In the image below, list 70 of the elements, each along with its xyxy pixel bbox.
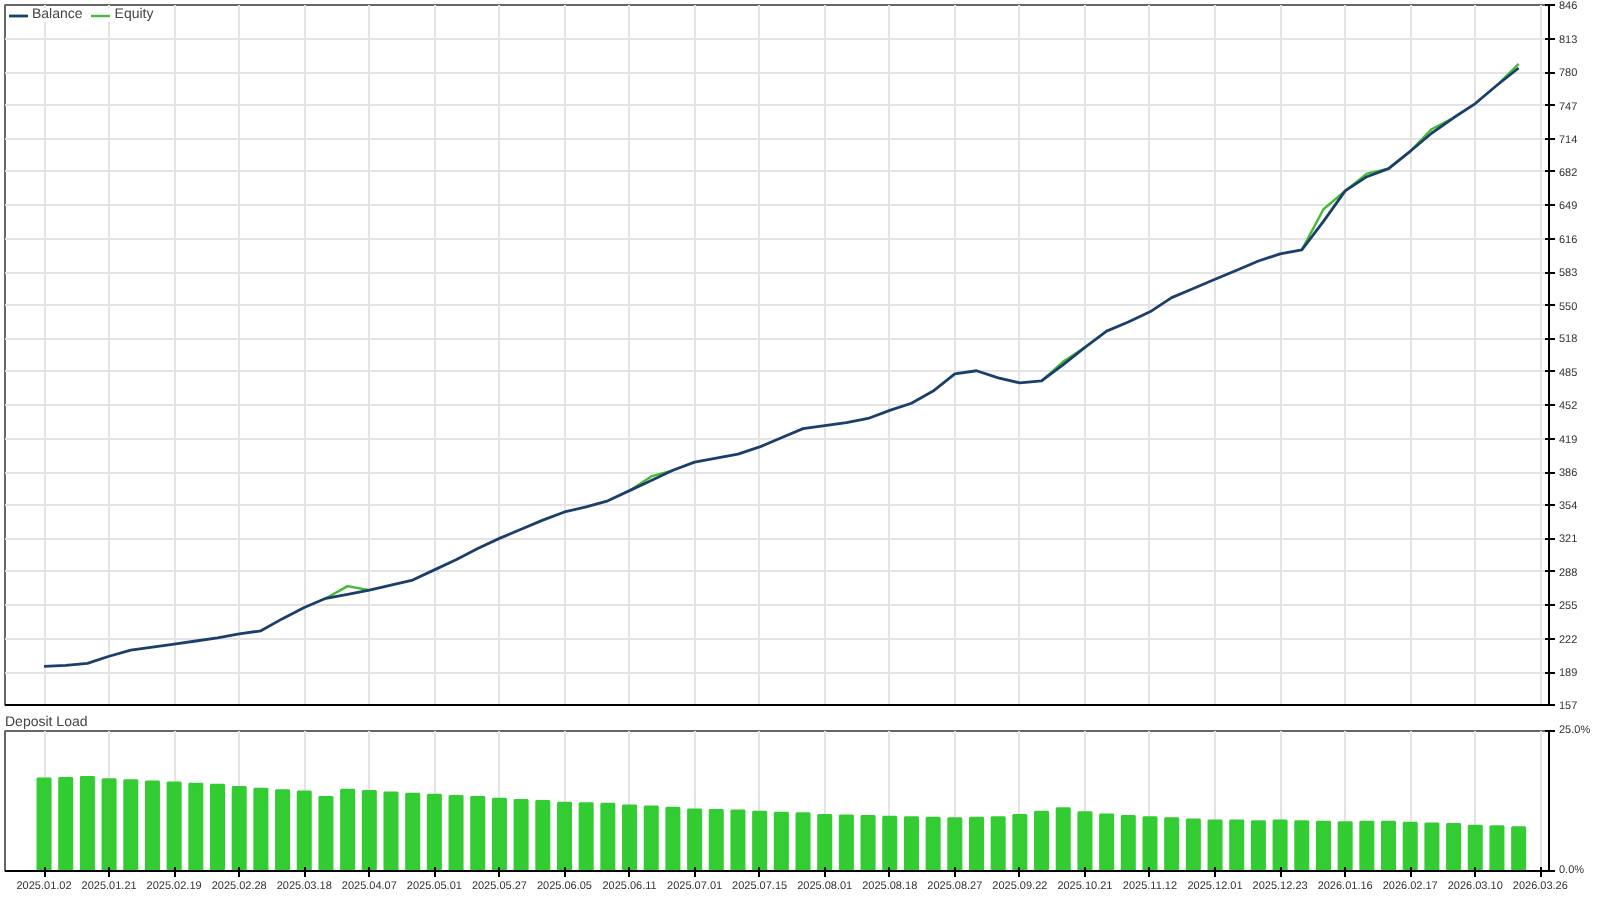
bar [361, 789, 377, 871]
bar [969, 816, 985, 871]
bar [1034, 810, 1050, 871]
bar [1142, 816, 1158, 871]
bar [79, 775, 95, 871]
bar [817, 814, 833, 871]
bar [470, 796, 486, 871]
bar [383, 791, 399, 871]
bar [752, 810, 768, 871]
bar [687, 808, 703, 871]
bar [101, 778, 117, 871]
bar [1381, 820, 1397, 871]
bar [1511, 826, 1527, 871]
bar [1446, 822, 1462, 871]
bar [58, 777, 74, 871]
bar [296, 790, 312, 871]
bar [1272, 819, 1288, 871]
bar [1294, 820, 1310, 871]
bar [1250, 820, 1266, 871]
bar [730, 809, 746, 871]
bar [405, 792, 421, 871]
bar [578, 802, 594, 871]
bar [123, 779, 139, 871]
bar [36, 777, 52, 871]
bar [860, 815, 876, 871]
bar [1424, 822, 1440, 871]
bar [708, 808, 724, 871]
bar [903, 816, 919, 871]
line-series [42, 66, 1521, 668]
bar [188, 782, 204, 871]
bar [448, 794, 464, 871]
bar [275, 789, 291, 871]
bar [1120, 815, 1136, 871]
bar [491, 797, 507, 871]
bar [947, 817, 963, 871]
bar [535, 800, 551, 871]
bar [1164, 817, 1180, 871]
bar [838, 814, 854, 871]
bar [643, 805, 659, 871]
bar [600, 802, 616, 871]
bar [1315, 820, 1331, 871]
bar [622, 804, 638, 871]
bar [513, 798, 529, 871]
bar [1077, 811, 1093, 871]
bar [925, 816, 941, 871]
bar [1185, 818, 1201, 871]
bar [1229, 819, 1245, 871]
bar [882, 815, 898, 871]
bar [1402, 821, 1418, 871]
bar [1055, 807, 1071, 871]
bar [253, 787, 269, 871]
bar [1489, 825, 1505, 871]
bar [144, 780, 160, 871]
bar [1207, 819, 1223, 871]
bar [1359, 820, 1375, 871]
bar [556, 801, 572, 871]
bar [210, 783, 226, 871]
bar [231, 786, 247, 871]
bar [773, 811, 789, 871]
bar [1467, 824, 1483, 871]
bar [340, 788, 356, 871]
bar [1099, 813, 1115, 871]
bar [990, 816, 1006, 871]
bar [1337, 821, 1353, 871]
bar [795, 812, 811, 871]
bar [166, 781, 182, 871]
bar [426, 793, 442, 871]
bar [318, 796, 334, 871]
bar [665, 806, 681, 871]
bar [1012, 814, 1028, 871]
